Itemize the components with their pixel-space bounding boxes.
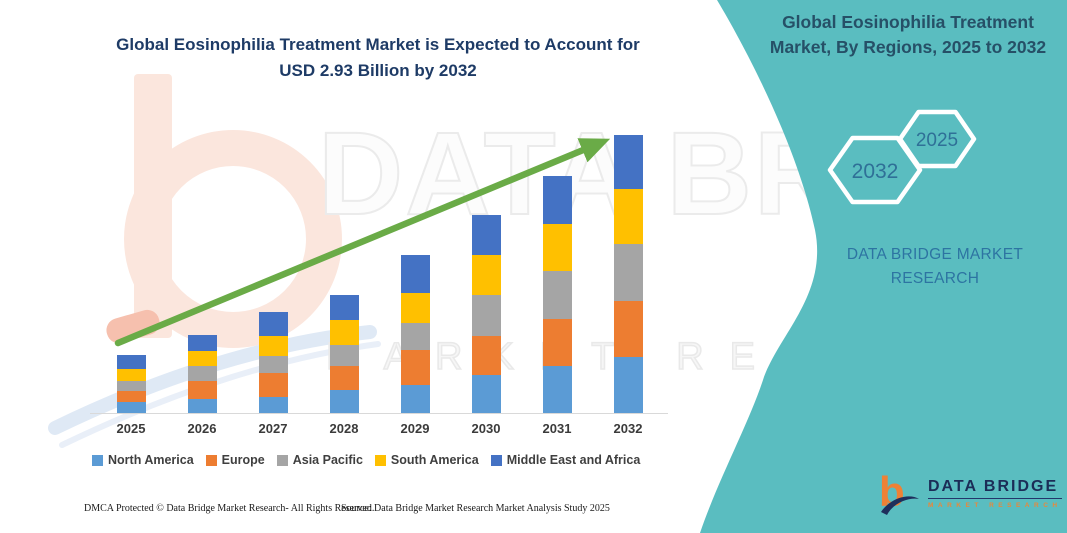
legend-item-north-america: North America bbox=[92, 453, 194, 467]
legend-label: Middle East and Africa bbox=[506, 453, 641, 467]
source-text: Source: Data Bridge Market Research Mark… bbox=[341, 503, 610, 514]
bar-segment-2031-north-america bbox=[542, 366, 572, 413]
bar-segment-2027-north-america bbox=[258, 397, 288, 413]
bar-segment-2032-asia-pacific bbox=[613, 244, 643, 301]
logo-text: DATA BRIDGE MARKET RESEARCH bbox=[928, 478, 1062, 509]
bar-segment-2031-south-america bbox=[542, 224, 572, 271]
bar-2025 bbox=[116, 355, 146, 413]
bar-segment-2030-south-america bbox=[471, 255, 501, 295]
x-label-2030: 2030 bbox=[471, 421, 501, 436]
panel-title: Global Eosinophilia Treatment Market, By… bbox=[750, 10, 1066, 59]
x-label-2031: 2031 bbox=[542, 421, 572, 436]
bar-segment-2025-south-america bbox=[116, 369, 146, 381]
legend-label: South America bbox=[390, 453, 479, 467]
bar-segment-2027-asia-pacific bbox=[258, 356, 288, 373]
bar-segment-2030-north-america bbox=[471, 375, 501, 413]
bar-segment-2031-asia-pacific bbox=[542, 271, 572, 319]
bar-segment-2032-south-america bbox=[613, 189, 643, 244]
logo-b-icon: b bbox=[879, 470, 919, 515]
legend-label: Europe bbox=[221, 453, 265, 467]
bar-segment-2025-middle-east-and-africa bbox=[116, 355, 146, 369]
x-label-2027: 2027 bbox=[258, 421, 288, 436]
x-axis-line bbox=[90, 413, 668, 414]
bar-segment-2031-europe bbox=[542, 319, 572, 366]
dmca-copyright-text: DMCA Protected © Data Bridge Market Rese… bbox=[84, 503, 375, 514]
bar-segment-2027-south-america bbox=[258, 336, 288, 356]
x-label-2025: 2025 bbox=[116, 421, 146, 436]
legend-label: Asia Pacific bbox=[292, 453, 363, 467]
bar-segment-2029-south-america bbox=[400, 293, 430, 323]
bar-segment-2027-middle-east-and-africa bbox=[258, 312, 288, 336]
bar-segment-2028-europe bbox=[329, 366, 359, 390]
bar-segment-2029-asia-pacific bbox=[400, 323, 430, 350]
bar-segment-2032-north-america bbox=[613, 357, 643, 413]
bar-segment-2032-europe bbox=[613, 301, 643, 357]
legend-item-south-america: South America bbox=[374, 453, 479, 467]
bar-segment-2032-middle-east-and-africa bbox=[613, 135, 643, 189]
stacked-bar-plot-area bbox=[90, 133, 668, 414]
logo-sub-text: MARKET RESEARCH bbox=[928, 501, 1062, 509]
chart-title-line1: Global Eosinophilia Treatment Market is … bbox=[116, 35, 640, 54]
bar-segment-2025-north-america bbox=[116, 402, 146, 413]
bar-segment-2028-asia-pacific bbox=[329, 345, 359, 366]
bar-2029 bbox=[400, 255, 430, 413]
bar-segment-2029-middle-east-and-africa bbox=[400, 255, 430, 293]
bar-segment-2026-north-america bbox=[187, 399, 217, 413]
legend-swatch-icon bbox=[374, 454, 386, 466]
bar-2030 bbox=[471, 215, 501, 413]
logo-brand-text: DATA BRIDGE bbox=[928, 478, 1062, 499]
legend-swatch-icon bbox=[205, 454, 217, 466]
x-label-2028: 2028 bbox=[329, 421, 359, 436]
bar-segment-2029-europe bbox=[400, 350, 430, 385]
bar-segment-2026-europe bbox=[187, 381, 217, 399]
x-axis-labels: 2025 2026 2027 2028 2029 2030 2031 2032 bbox=[94, 421, 662, 439]
bar-2027 bbox=[258, 312, 288, 413]
bar-segment-2028-middle-east-and-africa bbox=[329, 295, 359, 320]
bar-2031 bbox=[542, 176, 572, 413]
bar-segment-2025-europe bbox=[116, 391, 146, 402]
x-label-2032: 2032 bbox=[613, 421, 643, 436]
bar-segment-2031-middle-east-and-africa bbox=[542, 176, 572, 224]
legend-swatch-icon bbox=[276, 454, 288, 466]
bar-segment-2026-south-america bbox=[187, 351, 217, 366]
bar-segment-2026-middle-east-and-africa bbox=[187, 335, 217, 351]
right-info-panel: 2032 2025 Global Eosinophilia Treatment … bbox=[680, 0, 1067, 533]
hexagon-2032 bbox=[827, 135, 923, 205]
bar-segment-2025-asia-pacific bbox=[116, 381, 146, 391]
legend-item-asia-pacific: Asia Pacific bbox=[276, 453, 363, 467]
bar-segment-2030-middle-east-and-africa bbox=[471, 215, 501, 255]
bar-segment-2028-north-america bbox=[329, 390, 359, 413]
hexagon-2025 bbox=[897, 109, 977, 169]
bar-segment-2026-asia-pacific bbox=[187, 366, 217, 381]
panel-title-line1: Global Eosinophilia Treatment bbox=[782, 12, 1034, 32]
bar-2026 bbox=[187, 335, 217, 413]
x-label-2026: 2026 bbox=[187, 421, 217, 436]
hexagon-2025-label: 2025 bbox=[916, 130, 958, 151]
bar-segment-2030-europe bbox=[471, 336, 501, 375]
legend-item-middle-east-and-africa: Middle East and Africa bbox=[490, 453, 641, 467]
x-label-2029: 2029 bbox=[400, 421, 430, 436]
legend-swatch-icon bbox=[490, 454, 502, 466]
chart-title: Global Eosinophilia Treatment Market is … bbox=[58, 32, 698, 83]
bar-2032 bbox=[613, 135, 643, 413]
bar-2028 bbox=[329, 295, 359, 413]
legend-item-europe: Europe bbox=[205, 453, 265, 467]
legend-label: North America bbox=[108, 453, 194, 467]
bar-segment-2029-north-america bbox=[400, 385, 430, 413]
bar-segment-2028-south-america bbox=[329, 320, 359, 345]
chart-legend: North America Europe Asia Pacific South Ame… bbox=[92, 453, 672, 467]
data-bridge-logo: b DATA BRIDGE MARKET RESEARCH bbox=[878, 470, 1062, 516]
hexagon-2032-label: 2032 bbox=[852, 160, 899, 183]
brand-caption: DATA BRIDGE MARKET RESEARCH bbox=[800, 243, 1067, 291]
brand-caption-line2: RESEARCH bbox=[890, 270, 980, 288]
bar-segment-2027-europe bbox=[258, 373, 288, 397]
chart-title-line2: USD 2.93 Billion by 2032 bbox=[279, 60, 477, 80]
panel-title-line2: Market, By Regions, 2025 to 2032 bbox=[769, 36, 1047, 57]
legend-swatch-icon bbox=[92, 454, 103, 466]
bar-segment-2030-asia-pacific bbox=[471, 295, 501, 336]
brand-caption-line1: DATA BRIDGE MARKET bbox=[846, 246, 1024, 263]
teal-panel-shape: 2032 2025 bbox=[700, 0, 1067, 533]
